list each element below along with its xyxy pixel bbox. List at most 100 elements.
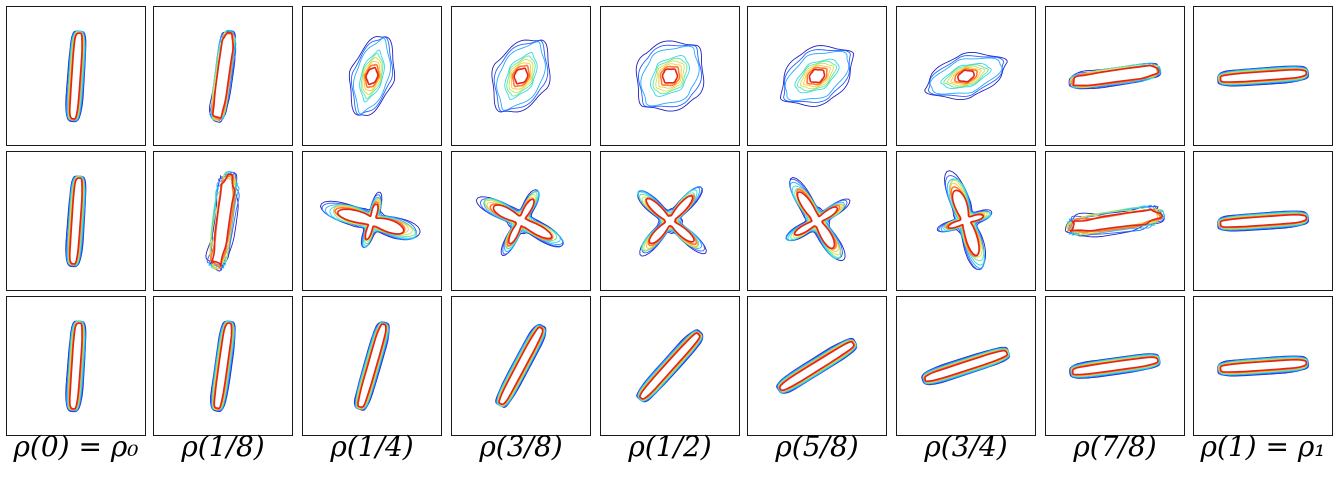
contour-panel-r3-c3: [302, 296, 442, 436]
contour-level-9: [947, 189, 985, 257]
contour-plot: [936, 170, 993, 271]
time-caption-3: ρ(1/4): [330, 430, 414, 463]
contour-level-5: [360, 53, 384, 99]
contour-plot: [475, 189, 564, 256]
contour-level-6: [508, 58, 534, 94]
contour-level-9: [1072, 356, 1159, 376]
contour-panel-r3-c5: [600, 296, 740, 436]
contour-level-9: [69, 32, 83, 120]
contour-level-3: [640, 45, 700, 107]
contour-level-9: [779, 341, 855, 392]
contour-plot: [353, 321, 390, 411]
contour-level-8: [489, 198, 554, 247]
contour-panel-r1-c8: [1045, 6, 1185, 146]
contour-plot: [635, 40, 705, 112]
contour-level-9: [924, 349, 1009, 383]
contour-level-2: [480, 190, 564, 255]
contour-panel-r1-c5: [600, 6, 740, 146]
contour-level-3: [929, 57, 1003, 95]
contour-level-5: [652, 57, 688, 95]
time-caption-4: ρ(3/8): [479, 430, 563, 463]
contour-panel-r2-c8: [1045, 151, 1185, 291]
contour-level-5: [944, 178, 990, 262]
contour-level-2: [776, 338, 857, 394]
contour-level-3: [496, 324, 546, 407]
contour-level-5: [778, 339, 857, 393]
contour-level-3: [353, 37, 391, 115]
contour-level-8: [778, 340, 855, 392]
contour-plot: [495, 323, 547, 408]
contour-level-7: [363, 60, 381, 92]
contour-level-9: [661, 68, 679, 84]
contour-level-4: [637, 189, 700, 252]
contour-level-8: [806, 66, 828, 86]
contour-level-2: [921, 347, 1011, 385]
contour-panel-r3-c4: [451, 296, 591, 436]
contour-level-9: [957, 69, 975, 83]
contour-level-6: [799, 62, 835, 90]
contour-level-4: [650, 55, 690, 97]
contour-level-9: [1072, 64, 1160, 87]
contour-level-6: [655, 60, 685, 92]
contour-level-5: [638, 192, 699, 252]
contour-plot: [1064, 204, 1166, 238]
contour-level-9: [513, 67, 529, 85]
contour-level-4: [359, 49, 385, 103]
contour-panel-r1-c7: [896, 6, 1036, 146]
contour-level-9: [645, 194, 695, 245]
contour-level-9: [1219, 359, 1308, 373]
contour-level-6: [638, 331, 702, 401]
contour-level-3: [324, 196, 417, 248]
contour-level-9: [1219, 69, 1308, 83]
contour-panel-r2-c4: [451, 151, 591, 291]
contour-level-7: [638, 331, 702, 400]
contour-level-4: [787, 185, 845, 260]
contour-level-7: [923, 349, 1008, 383]
contour-level-5: [506, 55, 536, 97]
contour-level-4: [777, 339, 857, 393]
contour-panel-r1-c9: [1193, 6, 1333, 146]
contour-plot: [637, 186, 707, 257]
contour-level-2: [636, 329, 703, 402]
contour-level-7: [510, 62, 532, 90]
contour-level-8: [923, 349, 1009, 383]
contour-level-5: [923, 348, 1010, 384]
contour-plot: [208, 29, 237, 123]
contour-level-3: [922, 347, 1010, 385]
contour-level-9: [69, 177, 83, 265]
time-caption-5: ρ(1/2): [628, 430, 712, 463]
contour-level-6: [923, 348, 1009, 383]
contour-panel-r3-c7: [896, 296, 1036, 436]
contour-level-9: [639, 332, 701, 400]
contour-level-4: [329, 197, 418, 247]
contour-level-4: [940, 63, 992, 89]
contour-level-9: [492, 198, 553, 245]
contour-level-4: [1218, 356, 1308, 376]
contour-plot: [785, 176, 851, 262]
contour-panel-r3-c6: [747, 296, 887, 436]
contour-level-9: [357, 323, 387, 408]
contour-level-1: [936, 170, 993, 270]
contour-plot: [1068, 62, 1162, 90]
contour-level-6: [497, 326, 545, 407]
contour-level-2: [495, 324, 546, 408]
contour-panel-r2-c6: [747, 151, 887, 291]
contour-plot: [1217, 355, 1309, 377]
contour-level-7: [497, 326, 545, 406]
contour-plot: [921, 346, 1011, 386]
time-caption-9: ρ(1) = ρ₁: [1200, 430, 1326, 463]
time-caption-2: ρ(1/8): [181, 430, 265, 463]
contour-level-8: [953, 68, 979, 84]
contour-level-2: [321, 194, 417, 249]
contour-panel-r1-c4: [451, 6, 591, 146]
contour-level-1: [635, 40, 705, 112]
contour-level-9: [336, 203, 405, 241]
contour-level-8: [364, 63, 380, 89]
contour-level-5: [497, 326, 545, 407]
contour-level-1: [495, 323, 547, 408]
contour-panel-r1-c6: [747, 6, 887, 146]
contour-plot: [65, 30, 87, 123]
contour-level-9: [212, 31, 235, 119]
contour-level-3: [637, 330, 703, 402]
